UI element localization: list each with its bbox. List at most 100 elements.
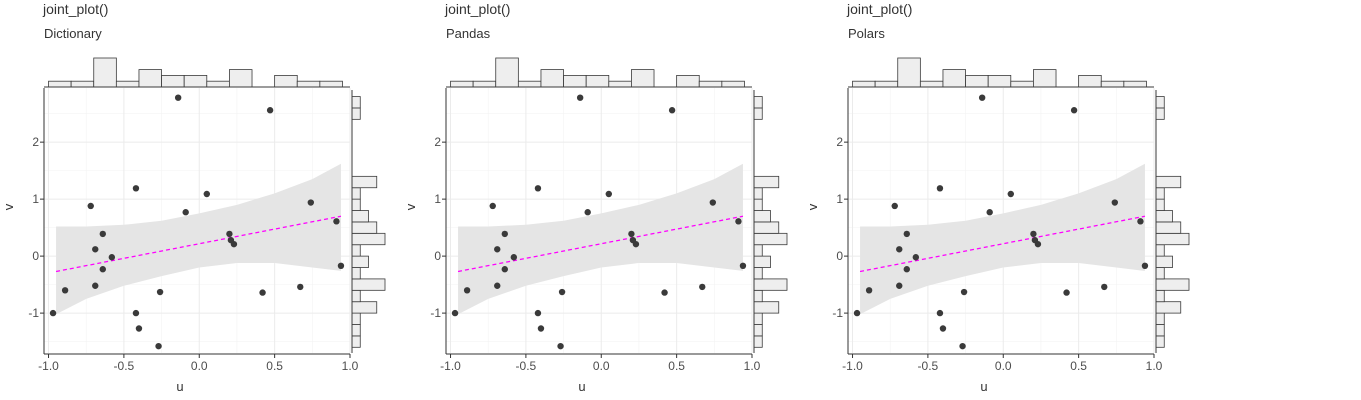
scatter-point xyxy=(853,309,861,317)
y-hist-bar xyxy=(1155,312,1165,325)
scatter-point xyxy=(939,325,947,332)
scatter-point xyxy=(108,254,116,261)
y-tick-label: 2 xyxy=(434,135,441,149)
x-hist-bar xyxy=(1078,75,1102,88)
x-hist-bar xyxy=(472,80,497,88)
x-hist-bar xyxy=(138,69,162,88)
scatter-point xyxy=(501,266,508,273)
y-axis-title: v xyxy=(403,203,418,210)
x-hist-bar xyxy=(721,80,745,88)
chart-subtitle: Pandas xyxy=(446,26,491,41)
x-hist-bar xyxy=(183,75,208,88)
scatter-point xyxy=(668,107,676,114)
y-tick-label: -1 xyxy=(28,306,39,320)
x-tick-label: 0.5 xyxy=(266,359,283,373)
y-hist-bar xyxy=(351,267,361,280)
y-tick-label: 2 xyxy=(32,135,39,149)
y-hist-bar xyxy=(1155,335,1165,348)
x-tick-label: -1.0 xyxy=(842,359,863,373)
scatter-point xyxy=(1111,199,1119,206)
scatter-point xyxy=(333,218,340,225)
y-hist-bar xyxy=(351,335,361,348)
x-hist-bar xyxy=(517,80,542,88)
scatter-point xyxy=(896,246,903,253)
y-hist-bar xyxy=(1155,96,1165,109)
x-tick-label: 1.0 xyxy=(342,359,359,373)
y-tick-label: 0 xyxy=(32,249,39,263)
scatter-point xyxy=(135,325,143,332)
y-tick-label: 0 xyxy=(434,249,441,263)
scatter-point xyxy=(1007,190,1014,198)
scatter-point xyxy=(534,185,542,192)
confidence-band xyxy=(458,163,743,315)
scatter-point xyxy=(709,199,717,206)
scatter-point xyxy=(61,287,69,294)
x-hist-bar xyxy=(676,75,700,88)
scatter-point xyxy=(903,230,910,238)
y-hist-bar xyxy=(351,301,378,314)
scatter-point xyxy=(182,209,189,216)
y-hist-bar xyxy=(753,96,763,109)
panel-polars: joint_plot() Polars -1.0 -0.5 0.0 0.5 1.0 -1 0… xyxy=(804,0,1204,400)
scatter-point xyxy=(92,282,99,289)
y-hist-bar xyxy=(753,210,771,223)
x-tick-label: 0.0 xyxy=(593,359,610,373)
scatter-point xyxy=(99,266,106,273)
y-hist-bar xyxy=(753,324,763,337)
y-hist-bar xyxy=(351,324,361,337)
scatter-point xyxy=(510,254,518,261)
y-hist-bar xyxy=(753,175,780,189)
x-axis-title: u xyxy=(980,379,987,394)
x-hist-bar xyxy=(1100,80,1125,88)
y-hist-bar xyxy=(351,244,361,257)
y-tick-label: -1 xyxy=(832,306,843,320)
y-hist-bar xyxy=(1155,289,1165,303)
x-hist-bar xyxy=(874,80,899,88)
y-hist-bar xyxy=(753,107,763,120)
x-hist-bar xyxy=(1033,69,1057,88)
scatter-point xyxy=(463,287,471,294)
y-hist-bar xyxy=(1155,324,1165,337)
x-tick-label: 0.0 xyxy=(191,359,208,373)
scatter-point xyxy=(226,230,233,238)
scatter-point xyxy=(537,325,545,332)
scatter-point xyxy=(1030,230,1037,238)
scatter-point xyxy=(501,230,508,238)
x-tick-label: -0.5 xyxy=(918,359,939,373)
scatter-point xyxy=(297,283,304,291)
y-hist-bar xyxy=(753,198,763,211)
chart-subtitle: Polars xyxy=(848,26,885,41)
y-hist-bar xyxy=(753,255,771,268)
y-tick-label: -1 xyxy=(430,306,441,320)
y-hist-bar xyxy=(351,96,361,109)
y-hist-bar xyxy=(351,107,361,120)
x-hist-bar xyxy=(608,80,632,88)
x-tick-label: 1.0 xyxy=(1146,359,1163,373)
y-hist-bar xyxy=(1155,278,1190,291)
scatter-point xyxy=(936,185,944,192)
x-tick-label: 1.0 xyxy=(744,359,761,373)
scatter-point xyxy=(628,230,635,238)
scatter-point xyxy=(735,218,742,225)
y-tick-label: 0 xyxy=(836,249,843,263)
confidence-band xyxy=(860,163,1145,315)
x-hist-bar xyxy=(48,80,72,88)
y-hist-bar xyxy=(351,289,361,303)
scatter-point xyxy=(978,94,986,101)
y-hist-bar xyxy=(753,232,788,246)
y-hist-bar xyxy=(351,198,361,211)
scatter-point xyxy=(1070,107,1078,114)
x-hist-bar xyxy=(540,69,564,88)
y-hist-bar xyxy=(1155,267,1165,280)
x-hist-bar xyxy=(161,75,185,88)
regression-line xyxy=(457,215,744,273)
x-hist-bar xyxy=(229,69,253,88)
panel-dictionary: joint_plot() Dictionary -1.0 -0.5 0.0 0.5 1.… xyxy=(0,0,400,400)
scatter-point xyxy=(960,288,968,296)
x-hist-bar xyxy=(919,80,944,88)
scatter-point xyxy=(903,266,910,273)
chart-title: joint_plot() xyxy=(847,1,913,17)
scatter-point xyxy=(259,289,266,296)
x-hist-bar xyxy=(115,80,140,88)
scatter-point xyxy=(92,246,99,253)
